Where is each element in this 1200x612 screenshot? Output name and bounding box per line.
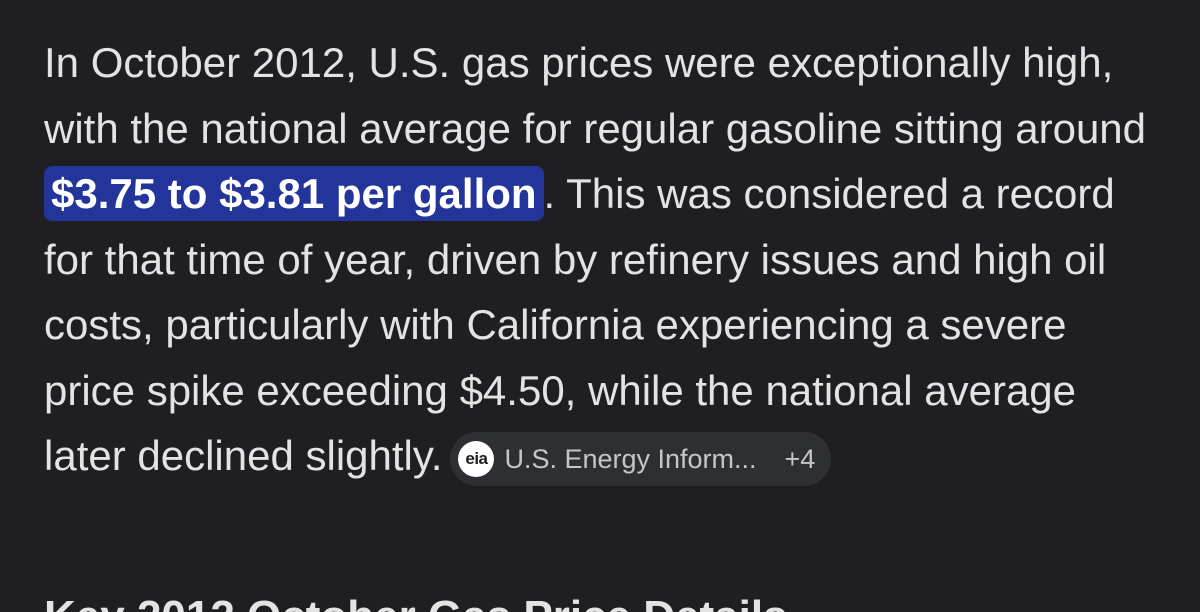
next-section-heading: Key 2012 October Gas Price Details	[44, 592, 788, 612]
source-count: +4	[784, 444, 816, 474]
answer-paragraph: In October 2012, U.S. gas prices were ex…	[44, 30, 1154, 489]
source-name: U.S. Energy Inform...	[504, 444, 757, 474]
answer-text-before: In October 2012, U.S. gas prices were ex…	[44, 39, 1147, 152]
highlighted-price-range: $3.75 to $3.81 per gallon	[44, 166, 544, 221]
eia-logo-icon: eia	[458, 441, 495, 477]
answer-text-after: . This was considered a record for that …	[44, 170, 1115, 479]
source-citation-chip[interactable]: eia U.S. Energy Inform... +4	[450, 432, 832, 486]
